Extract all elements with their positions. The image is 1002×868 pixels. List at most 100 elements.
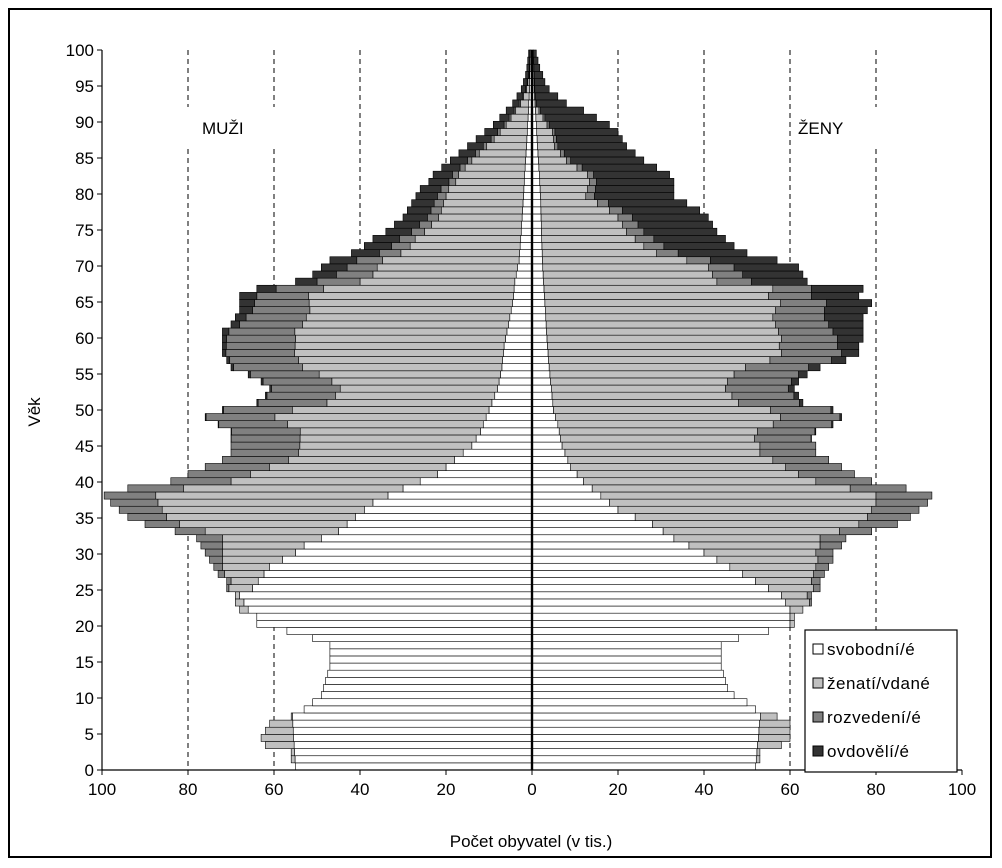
y-tick-label-100: 100 bbox=[66, 41, 94, 60]
bar-male-49-ovdoveli bbox=[204, 413, 207, 421]
bar-male-67-ovdoveli bbox=[256, 284, 277, 293]
bar-female-76-ovdoveli bbox=[637, 220, 713, 229]
bar-male-99-ovdoveli bbox=[527, 56, 530, 65]
bar-male-65-ovdoveli bbox=[239, 299, 255, 307]
bar-female-49-svobodni bbox=[531, 413, 556, 421]
bar-female-65-zenati bbox=[544, 299, 781, 307]
legend: svobodní/é ženatí/vdané rozvedení/é ovdo… bbox=[804, 629, 958, 773]
bar-male-50-zenati bbox=[291, 406, 490, 414]
bar-male-16-svobodni bbox=[329, 648, 533, 657]
bar-female-42-svobodni bbox=[531, 463, 572, 471]
bar-female-2-svobodni bbox=[531, 748, 758, 757]
bar-male-60-ovdoveli bbox=[222, 334, 227, 343]
bar-female-57-zenati bbox=[548, 356, 771, 364]
bar-male-48-zenati bbox=[287, 420, 484, 429]
bar-male-63-svobodni bbox=[509, 313, 533, 322]
bar-female-40-zenati bbox=[583, 477, 817, 486]
x-tick-label-10: 100 bbox=[948, 780, 976, 799]
bar-female-86-ovdoveli bbox=[563, 149, 636, 158]
bar-female-72-ovdoveli bbox=[677, 249, 748, 258]
y-tick-label-85: 85 bbox=[75, 149, 94, 168]
bar-male-4-svobodni bbox=[293, 734, 533, 742]
bar-female-65-svobodni bbox=[531, 299, 546, 307]
bar-male-76-zenati bbox=[431, 220, 522, 229]
bar-female-76-zenati bbox=[540, 220, 623, 229]
bar-female-54-ovdoveli bbox=[790, 377, 799, 386]
bar-female-66-rozvedeni bbox=[768, 292, 812, 300]
muzi-label-bg bbox=[186, 107, 276, 147]
bar-female-56-rozvedeni bbox=[745, 363, 809, 372]
bar-male-67-rozvedeni bbox=[275, 284, 324, 293]
y-tick-label-0: 0 bbox=[85, 761, 94, 780]
bar-female-79-rozvedeni bbox=[597, 199, 609, 208]
x-tick-label-0: 100 bbox=[88, 780, 116, 799]
bar-female-50-rozvedeni bbox=[770, 406, 832, 414]
x-tick-label-8: 60 bbox=[781, 780, 800, 799]
bar-male-68-svobodni bbox=[514, 277, 533, 286]
bar-male-53-zenati bbox=[339, 384, 498, 393]
bar-male-74-ovdoveli bbox=[372, 235, 400, 243]
bar-male-86-zenati bbox=[478, 149, 527, 158]
bar-female-52-rozvedeni bbox=[731, 391, 795, 400]
bar-female-91-zenati bbox=[535, 113, 544, 122]
bar-male-63-zenati bbox=[305, 313, 511, 322]
bar-male-27-zenati bbox=[224, 570, 265, 578]
bar-female-52-zenati bbox=[551, 391, 733, 400]
bar-female-62-ovdoveli bbox=[828, 320, 864, 329]
bar-female-64-zenati bbox=[545, 306, 776, 315]
bar-female-52-svobodni bbox=[531, 391, 553, 400]
bar-male-5-svobodni bbox=[292, 726, 533, 735]
bar-female-70-ovdoveli bbox=[733, 263, 799, 272]
bar-male-85-zenati bbox=[471, 156, 526, 165]
bar-female-57-ovdoveli bbox=[831, 356, 847, 364]
bar-female-45-rozvedeni bbox=[759, 441, 817, 450]
bar-male-100-ovdoveli bbox=[528, 49, 531, 58]
bar-male-90-zenati bbox=[505, 120, 529, 129]
bar-female-50-zenati bbox=[553, 406, 771, 414]
bar-male-0-svobodni bbox=[295, 762, 533, 771]
bar-male-71-rozvedeni bbox=[356, 256, 383, 265]
bar-male-74-rozvedeni bbox=[399, 235, 416, 243]
bar-female-90-rozvedeni bbox=[546, 120, 550, 129]
bar-female-61-ovdoveli bbox=[832, 327, 864, 336]
bar-male-10-svobodni bbox=[320, 691, 533, 700]
bar-male-85-ovdoveli bbox=[449, 156, 468, 165]
bar-female-17-svobodni bbox=[531, 641, 722, 650]
bar-female-75-rozvedeni bbox=[626, 227, 645, 236]
bar-female-23-zenati bbox=[785, 598, 810, 607]
bar-female-68-zenati bbox=[543, 277, 718, 286]
bar-male-18-svobodni bbox=[312, 634, 533, 642]
bar-female-85-ovdoveli bbox=[570, 156, 645, 165]
bar-male-59-zenati bbox=[294, 341, 505, 350]
bar-female-96-ovdoveli bbox=[534, 78, 546, 86]
bar-female-9-svobodni bbox=[531, 698, 748, 707]
bar-female-68-ovdoveli bbox=[750, 277, 808, 286]
bar-male-90-ovdoveli bbox=[492, 120, 505, 129]
bar-male-71-zenati bbox=[382, 256, 520, 265]
bar-male-46-rozvedeni bbox=[230, 434, 301, 443]
bar-female-67-ovdoveli bbox=[811, 284, 864, 293]
bar-female-39-svobodni bbox=[531, 484, 593, 493]
bar-female-4-svobodni bbox=[531, 734, 759, 742]
bar-female-23-svobodni bbox=[531, 598, 786, 607]
bar-female-92-ovdoveli bbox=[540, 106, 584, 115]
bar-female-72-zenati bbox=[541, 249, 658, 258]
bar-female-46-svobodni bbox=[531, 434, 561, 443]
bar-male-47-rozvedeni bbox=[231, 427, 301, 436]
bar-female-95-ovdoveli bbox=[534, 85, 550, 94]
bar-female-78-zenati bbox=[540, 206, 610, 215]
bar-female-59-ovdoveli bbox=[836, 341, 860, 350]
bar-female-77-svobodni bbox=[531, 213, 542, 222]
bar-male-89-ovdoveli bbox=[484, 128, 498, 136]
y-tick-label-20: 20 bbox=[75, 617, 94, 636]
bar-male-60-zenati bbox=[295, 334, 506, 343]
bar-male-9-svobodni bbox=[312, 698, 533, 707]
bar-male-45-zenati bbox=[299, 441, 473, 450]
bar-female-5-zenati bbox=[758, 726, 791, 735]
bar-female-21-svobodni bbox=[531, 612, 791, 621]
bar-male-69-rozvedeni bbox=[336, 270, 374, 279]
bar-female-34-rozvedeni bbox=[858, 520, 898, 528]
bar-male-6-svobodni bbox=[292, 719, 533, 728]
bar-female-63-ovdoveli bbox=[824, 313, 864, 322]
bar-female-43-zenati bbox=[567, 456, 774, 464]
